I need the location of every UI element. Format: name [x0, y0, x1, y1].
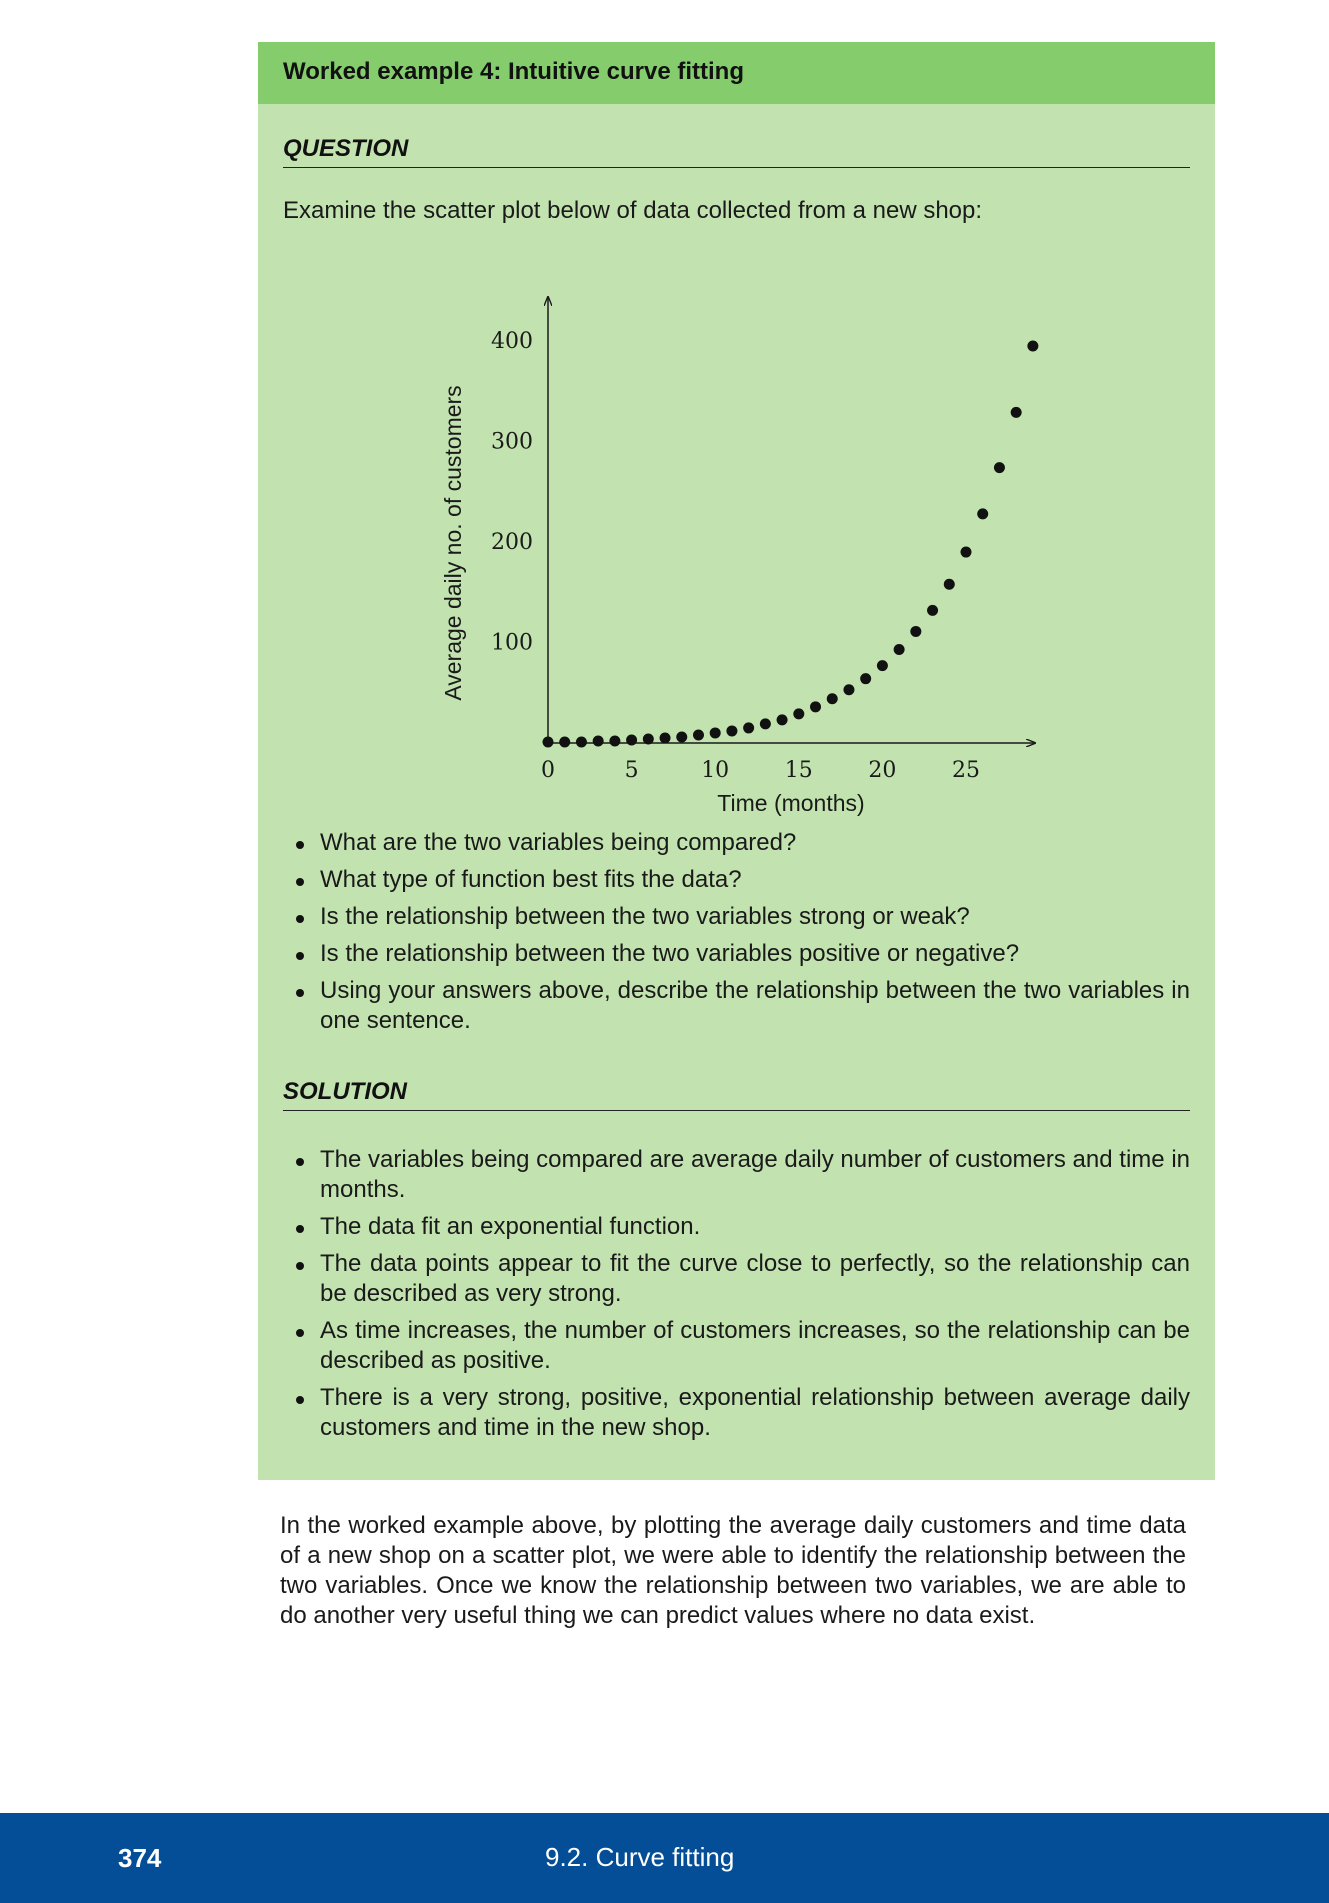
data-point: [993, 462, 1005, 474]
data-point: [759, 718, 771, 730]
data-point: [626, 734, 638, 746]
x-tick-label: 20: [868, 758, 896, 783]
data-point: [709, 727, 721, 739]
data-point: [592, 735, 604, 747]
question-item: Is the relationship between the two vari…: [296, 939, 1190, 969]
data-point: [1010, 406, 1022, 418]
worked-example-header: Worked example 4: Intuitive curve fittin…: [258, 42, 1215, 104]
solution-item: The data fit an exponential function.: [296, 1212, 1190, 1242]
x-tick-label: 10: [701, 758, 729, 783]
question-item: Is the relationship between the two vari…: [296, 902, 1190, 932]
data-point: [1027, 340, 1039, 352]
y-tick-label: 300: [491, 430, 533, 455]
x-tick-label: 5: [625, 758, 639, 783]
solution-item: As time increases, the number of custome…: [296, 1317, 1190, 1374]
scatter-plot: 0 5 10 15 20 25 100 200 300 400 Time (months) Av…: [440, 260, 1039, 816]
data-point: [843, 684, 855, 696]
data-point: [743, 722, 755, 734]
solution-list: The variables being compared are average…: [296, 1145, 1190, 1450]
data-point: [793, 708, 805, 720]
question-heading: QUESTION: [283, 135, 1190, 168]
y-tick-label: 400: [491, 329, 533, 354]
data-point: [910, 625, 922, 637]
question-intro: Examine the scatter plot below of data c…: [283, 197, 983, 224]
data-point: [659, 732, 671, 744]
question-item: What are the two variables being compare…: [296, 828, 1190, 858]
solution-item: There is a very strong, positive, expone…: [296, 1384, 1190, 1441]
data-point: [977, 508, 989, 520]
data-point: [876, 660, 888, 672]
section-title: 9.2. Curve fitting: [545, 1842, 735, 1872]
data-point: [860, 673, 872, 685]
y-axis-label: Average daily no. of customers: [440, 385, 466, 700]
data-point: [943, 578, 955, 590]
question-list: What are the two variables being compare…: [296, 828, 1190, 1043]
x-tick-label: 0: [541, 758, 555, 783]
y-tick-label: 200: [491, 530, 533, 555]
data-point: [542, 736, 554, 748]
x-axis-label: Time (months): [717, 790, 864, 816]
solution-item: The data points appear to fit the curve …: [296, 1250, 1190, 1307]
data-point: [810, 701, 822, 713]
data-point: [575, 736, 587, 748]
data-point: [692, 729, 704, 741]
data-point: [559, 736, 571, 748]
body-paragraph: In the worked example above, by plotting…: [280, 1512, 1186, 1629]
worked-example-box: Worked example 4: Intuitive curve fittin…: [258, 42, 1215, 1480]
worked-example-title: Worked example 4: Intuitive curve fittin…: [283, 58, 744, 85]
data-point: [726, 725, 738, 737]
solution-heading: SOLUTION: [283, 1078, 1190, 1111]
page-footer: 374 9.2. Curve fitting: [0, 1813, 1329, 1903]
data-point: [676, 731, 688, 743]
page-number: 374: [118, 1843, 162, 1873]
x-tick-label: 25: [952, 758, 980, 783]
data-point: [927, 604, 939, 616]
solution-item: The variables being compared are average…: [296, 1146, 1190, 1203]
data-point: [960, 546, 972, 558]
x-tick-label: 15: [785, 758, 813, 783]
question-item: What type of function best fits the data…: [296, 865, 1190, 895]
data-point: [609, 735, 621, 747]
question-item: Using your answers above, describe the r…: [296, 977, 1190, 1034]
data-point: [826, 693, 838, 705]
data-point: [893, 644, 905, 656]
y-tick-label: 100: [491, 631, 533, 656]
data-point: [642, 733, 654, 745]
data-point: [776, 714, 788, 726]
